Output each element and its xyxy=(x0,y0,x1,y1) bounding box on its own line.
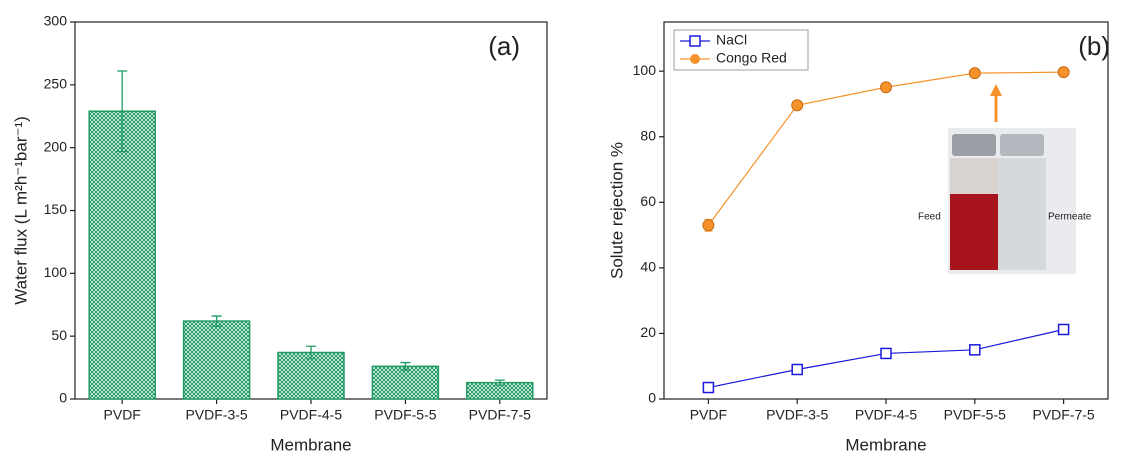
inset-label: Permeate xyxy=(1048,212,1092,223)
x-tick-label: PVDF-3-5 xyxy=(185,407,247,423)
bar xyxy=(88,110,156,400)
y-axis-title: Water flux (L m²h⁻¹bar⁻¹) xyxy=(11,116,30,305)
marker xyxy=(1057,323,1070,336)
error-bar xyxy=(494,379,505,386)
y-tick-label: 0 xyxy=(59,390,67,406)
marker xyxy=(702,381,715,394)
y-tick-label: 250 xyxy=(44,76,68,92)
x-tick-label: PVDF xyxy=(104,407,141,423)
error-bar xyxy=(306,345,316,360)
y-tick-label: 50 xyxy=(51,327,67,343)
y-tick-label: 0 xyxy=(648,390,656,406)
legend-label: Congo Red xyxy=(716,50,787,66)
x-tick-label: PVDF-3-5 xyxy=(766,407,828,423)
bar xyxy=(371,365,440,400)
x-axis-title: Membrane xyxy=(270,435,351,454)
marker xyxy=(1057,66,1070,79)
legend-marker xyxy=(689,35,701,47)
x-tick-label: PVDF-5-5 xyxy=(944,407,1006,423)
x-tick-label: PVDF-7-5 xyxy=(469,407,531,423)
marker xyxy=(969,344,981,356)
x-tick-label: PVDF-4-5 xyxy=(855,407,917,423)
error-bar xyxy=(117,70,128,153)
y-tick-label: 20 xyxy=(640,324,656,340)
y-tick-label: 200 xyxy=(44,138,68,154)
y-tick-label: 60 xyxy=(640,193,656,209)
inset-label: Feed xyxy=(918,212,941,223)
x-tick-label: PVDF-5-5 xyxy=(374,407,436,423)
x-axis-title: Membrane xyxy=(845,435,926,454)
marker xyxy=(880,347,892,360)
marker xyxy=(968,67,981,80)
legend-marker xyxy=(690,54,700,64)
marker xyxy=(702,219,715,232)
y-tick-label: 80 xyxy=(640,127,656,143)
panel-label: (b) xyxy=(1078,31,1110,61)
y-tick-label: 300 xyxy=(44,13,68,29)
y-axis-title: Solute rejection % xyxy=(607,142,626,279)
x-tick-label: PVDF xyxy=(690,407,727,423)
marker xyxy=(880,81,892,94)
panel-label: (a) xyxy=(488,31,520,61)
y-tick-label: 100 xyxy=(633,62,657,78)
legend-label: NaCl xyxy=(716,32,747,48)
y-tick-label: 100 xyxy=(44,264,68,280)
marker xyxy=(791,363,803,376)
inset-photo xyxy=(948,84,1076,274)
marker xyxy=(791,99,804,112)
y-tick-label: 150 xyxy=(44,201,68,217)
error-bar xyxy=(211,315,222,327)
bar xyxy=(277,351,345,400)
x-tick-label: PVDF-7-5 xyxy=(1032,407,1094,423)
y-tick-label: 40 xyxy=(640,259,656,275)
x-tick-label: PVDF-4-5 xyxy=(280,407,342,423)
bar xyxy=(182,320,251,400)
error-bar xyxy=(400,361,411,371)
